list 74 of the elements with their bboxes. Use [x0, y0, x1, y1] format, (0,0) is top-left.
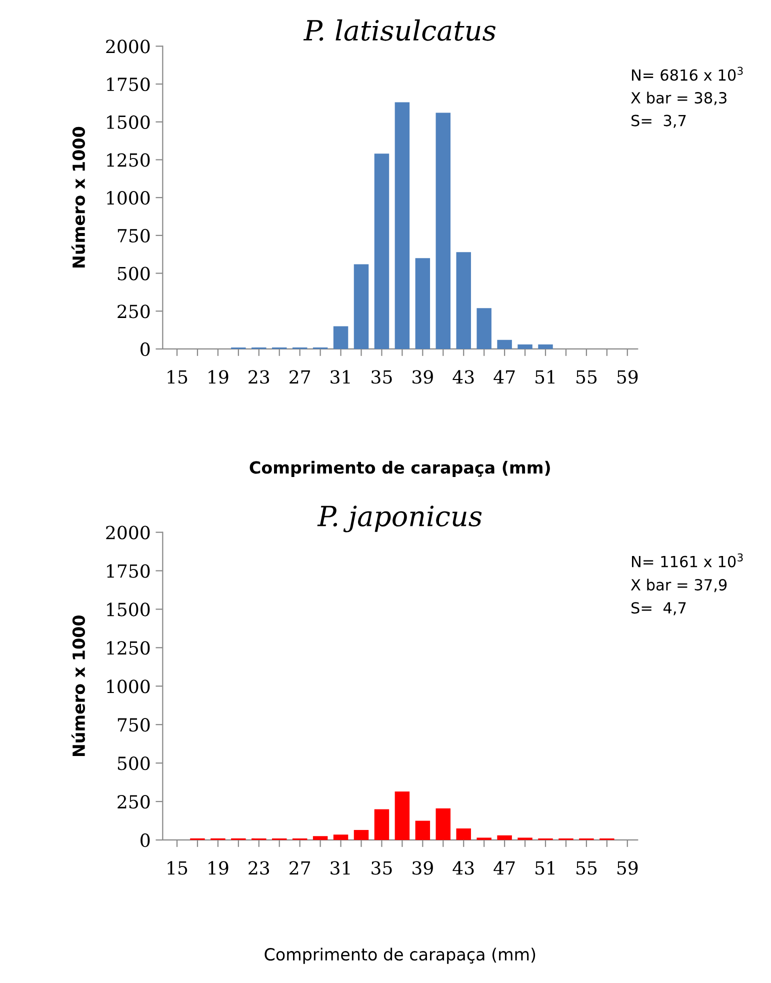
bar	[456, 252, 471, 349]
bar	[456, 828, 471, 840]
bar	[333, 834, 348, 840]
x-tick-label: 39	[412, 370, 433, 384]
bar	[374, 154, 390, 349]
annotation: X bar = 37,9	[630, 578, 727, 592]
chart-title: P. latisulcatus	[303, 19, 496, 41]
y-tick-label: 0	[140, 833, 150, 848]
x-tick-label: 15	[168, 370, 188, 384]
annotation: S= 4,7	[632, 602, 686, 616]
bar	[333, 326, 348, 349]
x-tick-label: 23	[248, 370, 270, 384]
bar	[497, 835, 512, 840]
y-tick-label: 250	[118, 304, 150, 318]
x-tick-label: 19	[208, 861, 228, 875]
y-axis-title: Número x 1000	[71, 126, 86, 268]
bar	[436, 112, 451, 349]
x-tick-label: 35	[372, 370, 392, 384]
bar	[354, 830, 369, 840]
y-tick-label: 1000	[107, 191, 150, 205]
y-tick-label: 2000	[106, 526, 150, 540]
bar	[518, 344, 532, 349]
bar	[538, 344, 553, 349]
y-tick-label: 1500	[107, 602, 150, 616]
annotation: N= 1161 x 10$^{3}$	[632, 553, 743, 568]
x-tick-label: 43	[452, 370, 474, 384]
y-tick-label: 0	[140, 342, 150, 356]
x-tick-label: 55	[576, 370, 597, 384]
annotation: S= 3,7	[632, 114, 686, 128]
x-tick-label: 27	[290, 861, 310, 875]
x-tick-label: 59	[617, 370, 638, 384]
x-axis-title: Comprimento de carapaça (mm)	[264, 948, 536, 964]
bar	[476, 308, 492, 349]
x-axis-title: Comprimento de carapaça (mm)	[250, 460, 550, 478]
x-tick-label: 51	[536, 370, 554, 384]
x-tick-label: 43	[452, 861, 474, 875]
bar	[354, 264, 369, 349]
x-tick-label: 15	[168, 861, 188, 875]
bar	[394, 792, 410, 840]
bar	[415, 258, 430, 349]
y-tick-label: 500	[118, 266, 150, 280]
y-tick-label: 1250	[107, 153, 150, 167]
x-tick-label: 35	[372, 861, 392, 875]
x-tick-label: 47	[494, 861, 515, 875]
annotation: X bar = 38,3	[630, 92, 726, 106]
y-tick-label: 1000	[107, 680, 150, 694]
x-tick-label: 51	[536, 861, 554, 875]
bar	[436, 808, 451, 840]
x-tick-label: 55	[576, 861, 597, 875]
y-tick-label: 1750	[107, 564, 150, 578]
y-tick-label: 2000	[106, 40, 150, 54]
y-tick-label: 1250	[107, 641, 150, 655]
x-tick-label: 31	[330, 370, 350, 384]
y-tick-label: 750	[118, 718, 150, 732]
x-tick-label: 59	[617, 861, 638, 875]
x-tick-label: 23	[248, 861, 270, 875]
bar	[497, 340, 512, 349]
y-tick-label: 250	[118, 794, 150, 809]
y-tick-label: 750	[118, 228, 150, 243]
bar	[312, 836, 328, 840]
annotation: N= 6816 x 10$^{3}$	[632, 66, 743, 81]
y-tick-label: 1500	[107, 115, 150, 130]
x-tick-label: 19	[208, 370, 228, 384]
x-tick-label: 31	[330, 861, 350, 875]
bar	[415, 820, 430, 840]
bar	[374, 809, 390, 840]
bar	[394, 102, 410, 349]
x-tick-label: 47	[494, 370, 515, 384]
x-tick-label: 39	[412, 861, 433, 875]
y-axis-title: Número x 1000	[71, 615, 86, 756]
x-tick-label: 27	[290, 370, 310, 384]
chart-title: P. japonicus	[317, 506, 482, 532]
y-tick-label: 1750	[107, 78, 150, 92]
y-tick-label: 500	[118, 756, 150, 770]
